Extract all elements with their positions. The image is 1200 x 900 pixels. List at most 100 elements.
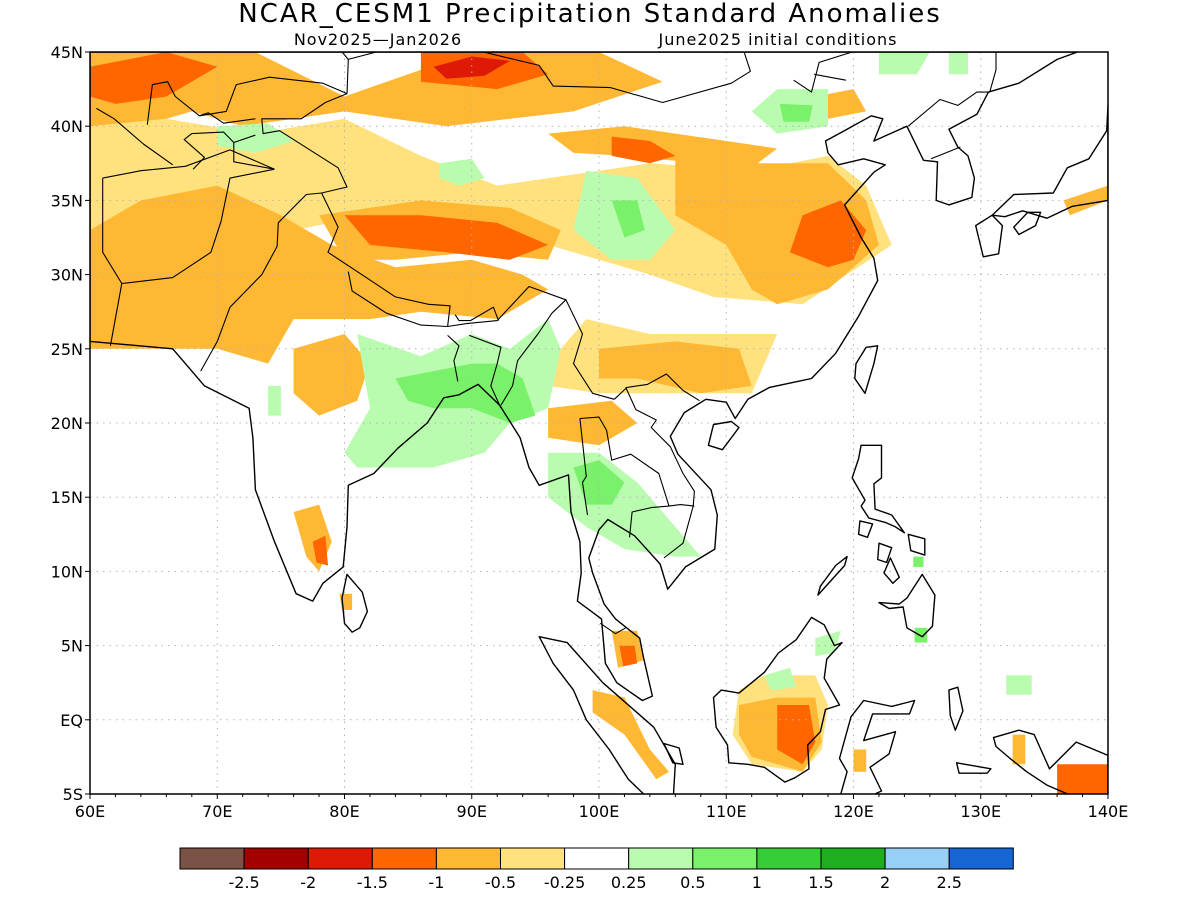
coastline-panay <box>877 542 893 564</box>
anomaly-region-neg05 <box>675 155 879 305</box>
country-border-line <box>200 192 567 372</box>
legend-swatch <box>884 847 950 870</box>
legend-label: -1.5 <box>357 873 388 892</box>
lat-tick-label: 35N <box>51 191 83 210</box>
country-border-line <box>447 334 460 382</box>
map-subtitle-initial-conditions: June2025 initial conditions <box>657 30 897 49</box>
legend-label: -2.5 <box>228 873 259 892</box>
country-border-line <box>500 299 615 406</box>
lon-tick-label: 70E <box>202 802 232 821</box>
country-border-line <box>579 418 589 516</box>
legend-label: 2 <box>880 873 890 892</box>
anomaly-region-neg1 <box>611 136 676 164</box>
country-border-line <box>668 504 695 507</box>
country-border-line <box>907 91 990 127</box>
lon-tick-label: 130E <box>960 802 1001 821</box>
coastline-sumatra <box>538 636 676 794</box>
country-border-line <box>102 168 275 285</box>
legend-swatch <box>371 847 437 870</box>
legend-swatch <box>820 847 886 870</box>
lon-tick-label: 120E <box>833 802 874 821</box>
legend-swatch <box>948 847 1014 870</box>
lon-tick-label: 100E <box>579 802 620 821</box>
legend-label: -0.25 <box>544 873 585 892</box>
map-axes: 60E 70E 80E 90E 100E 110E 120E 130E 140E 45N 40N 35… <box>51 43 1129 821</box>
lat-tick-label: 20N <box>51 414 83 433</box>
coastline-srilanka <box>341 573 369 633</box>
legend-swatch <box>628 847 694 870</box>
legend-label: 1.5 <box>808 873 833 892</box>
coastline-hainan <box>707 420 740 451</box>
coastline-kyushu <box>975 214 1004 258</box>
anomaly-region-neg05 <box>853 749 867 772</box>
anomaly-region-pos05 <box>913 556 924 567</box>
country-border-line <box>183 131 275 170</box>
anomaly-region-pos025 <box>439 158 485 186</box>
lat-tick-label: 5S <box>63 785 83 804</box>
coastline-palawan <box>817 555 848 596</box>
legend-label: -2 <box>300 873 316 892</box>
lon-tick-label: 60E <box>75 802 105 821</box>
anomaly-region-pos025 <box>268 385 281 416</box>
coastline-halmahera <box>948 686 964 731</box>
anomaly-region-neg1 <box>619 645 638 667</box>
anomaly-region-pos025 <box>948 52 968 75</box>
coastline-negros <box>883 557 900 584</box>
legend-swatch <box>307 847 373 870</box>
anomaly-region-pos05 <box>779 103 813 122</box>
anomaly-region-neg05 <box>548 126 778 168</box>
lat-tick-label: 15N <box>51 488 83 507</box>
anomaly-region-neg05 <box>90 185 549 364</box>
country-border-line <box>261 52 377 194</box>
country-border-line <box>469 334 502 409</box>
coastline-mindoro <box>857 520 874 538</box>
legend-swatch <box>500 847 566 870</box>
coastline-taiwan <box>854 345 879 394</box>
country-border-line <box>341 52 349 60</box>
coastline-newguinea <box>992 729 1108 794</box>
map-subtitle-period: Nov2025—Jan2026 <box>294 30 462 49</box>
lon-tick-label: 140E <box>1088 802 1129 821</box>
country-border-line <box>989 52 997 93</box>
legend-label: 0.5 <box>680 873 705 892</box>
anomaly-region-neg1 <box>344 215 549 260</box>
lat-tick-label: 5N <box>61 637 83 656</box>
lat-tick-label: 30N <box>51 266 83 285</box>
anomaly-region-pos025 <box>217 123 294 153</box>
coastline-mindanao <box>878 573 936 638</box>
anomaly-region-neg1 <box>789 200 867 268</box>
coastline-bangka <box>663 742 684 765</box>
color-legend: -2.5 -2 -1.5 -1 -0.5 -0.25 0.25 0.5 1 1.5 2 2.5 <box>179 847 1014 892</box>
country-border-line <box>813 73 847 81</box>
country-border-line <box>579 416 670 538</box>
country-border-line <box>109 283 123 346</box>
country-border-line <box>930 146 961 160</box>
country-border-line <box>146 76 348 125</box>
coastline-luzon <box>851 444 906 534</box>
legend-swatch <box>435 847 501 870</box>
lat-tick-label: 25N <box>51 340 83 359</box>
anomaly-region-neg05 <box>1012 734 1026 765</box>
country-border-line <box>613 373 700 402</box>
country-border-line <box>483 52 751 104</box>
coastlines <box>90 52 1108 794</box>
anomaly-region-neg15 <box>433 56 510 79</box>
legend-label: 2.5 <box>936 873 961 892</box>
coastline-samar <box>907 533 926 556</box>
legend-swatch <box>243 847 309 870</box>
lat-tick-label: 45N <box>51 43 83 62</box>
coastline-seram <box>955 762 992 774</box>
legend-label: -1 <box>428 873 444 892</box>
lon-tick-label: 90E <box>457 802 487 821</box>
lon-tick-label: 110E <box>706 802 747 821</box>
legend-swatch <box>692 847 758 870</box>
anomaly-region-neg05 <box>599 341 752 394</box>
coastline-sulawesi <box>838 699 916 794</box>
anomaly-region-neg05 <box>548 400 638 446</box>
anomaly-region-pos025 <box>815 630 841 656</box>
anomaly-region-neg05 <box>592 690 669 780</box>
country-border-line <box>199 112 256 124</box>
country-borders <box>96 52 997 635</box>
country-border-line <box>454 306 500 322</box>
